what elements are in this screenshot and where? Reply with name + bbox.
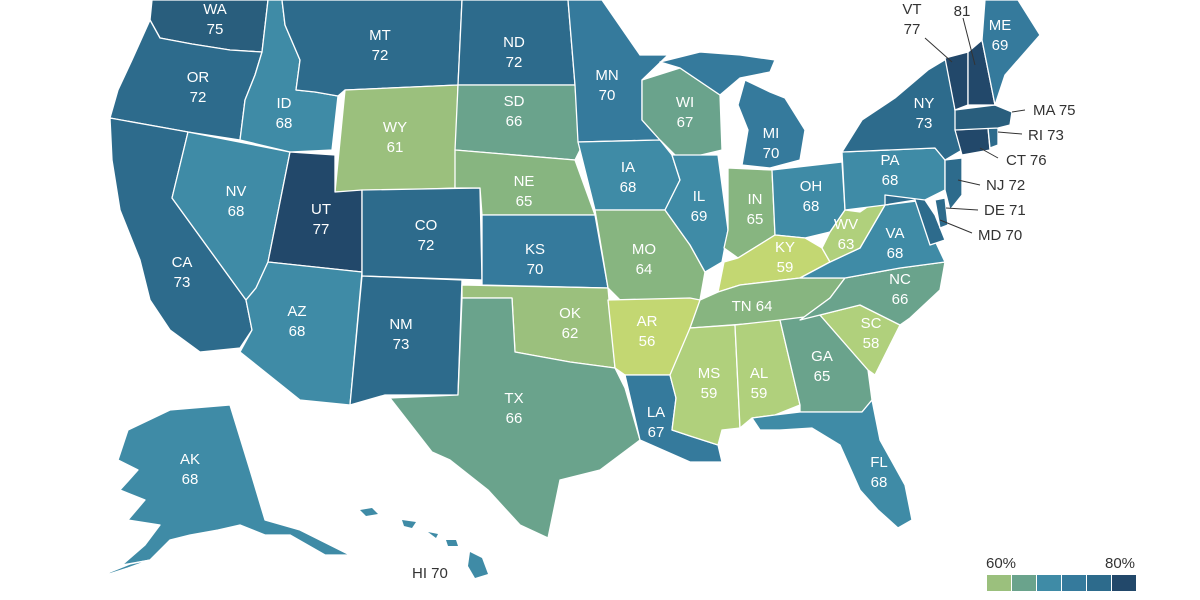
label-tn-abbr: TN (732, 298, 752, 315)
label-ut: UT 77 (311, 201, 331, 238)
label-ct: CT 76 (1006, 152, 1047, 169)
label-ca: CA 73 (172, 254, 193, 291)
label-nm: NM 73 (389, 316, 412, 353)
label-nc: NC 66 (889, 271, 911, 308)
label-la: LA 67 (647, 404, 665, 441)
label-oh: OH 68 (800, 178, 823, 215)
legend-swatches (987, 575, 1136, 591)
label-ga: GA 65 (811, 348, 833, 385)
label-wi: WI 67 (676, 94, 694, 131)
label-sd: SD 66 (504, 93, 525, 130)
label-md: MD 70 (978, 227, 1022, 244)
label-ok: OK 62 (559, 305, 581, 342)
label-tx: TX 66 (504, 390, 523, 427)
label-wv: WV 63 (834, 216, 858, 253)
state-me[interactable] (981, 0, 1041, 106)
state-il[interactable] (664, 154, 729, 273)
label-nd: ND 72 (503, 34, 525, 71)
label-ak: AK 68 (180, 451, 200, 488)
label-tn-value: 64 (756, 298, 773, 315)
legend: 60% 80% (986, 555, 1136, 591)
label-co: CO 72 (415, 217, 438, 254)
label-me: ME 69 (989, 17, 1012, 54)
label-ia: IA 68 (620, 159, 637, 196)
state-sd[interactable] (454, 84, 581, 161)
leader-lines (924, 17, 1026, 234)
outside-labels: VT 77 81 MA 75 RI 73 CT 76 NJ 72 DE 71 MD… (412, 1, 1076, 582)
legend-swatch (1087, 575, 1111, 591)
label-nh: 81 (954, 3, 971, 20)
label-ma: MA 75 (1033, 102, 1076, 119)
label-va: VA 68 (886, 225, 905, 262)
state-ak-aleutian[interactable] (105, 559, 151, 576)
label-sc: SC 58 (861, 315, 882, 352)
state-mi[interactable] (737, 79, 806, 169)
legend-high-label: 80% (1105, 555, 1135, 572)
state-nm[interactable] (349, 275, 463, 406)
label-de: DE 71 (984, 202, 1026, 219)
state-tx[interactable] (389, 297, 641, 539)
label-il: IL 69 (691, 188, 708, 225)
label-mi: MI 70 (763, 125, 780, 162)
state-fl[interactable] (751, 399, 913, 529)
label-al: AL 59 (750, 365, 768, 402)
label-tn: TN 64 (732, 298, 773, 315)
legend-swatch (1062, 575, 1086, 591)
label-wy: WY 61 (383, 119, 407, 156)
label-ky: KY 59 (775, 239, 795, 276)
label-az: AZ 68 (287, 303, 306, 340)
label-fl: FL 68 (870, 454, 888, 491)
state-nj[interactable] (944, 157, 963, 211)
label-wa: WA 75 (203, 1, 227, 38)
legend-swatch (987, 575, 1011, 591)
state-co[interactable] (361, 187, 483, 281)
state-ri[interactable] (987, 127, 999, 149)
legend-swatch (1112, 575, 1136, 591)
label-ar: AR 56 (637, 313, 658, 350)
state-ak[interactable] (117, 404, 351, 566)
label-mo: MO 64 (632, 241, 656, 278)
label-hi: HI 70 (412, 565, 448, 582)
label-nj: NJ 72 (986, 177, 1025, 194)
label-ne: NE 65 (514, 173, 535, 210)
state-mi-upper[interactable] (659, 51, 776, 96)
label-mn: MN 70 (595, 67, 618, 104)
state-hi[interactable] (360, 508, 488, 578)
label-ri: RI 73 (1028, 127, 1064, 144)
state-labels: WA 75 OR 72 CA 73 NV 68 ID 68 MT 72 WY 61 UT 77 … (172, 1, 1012, 491)
state-de[interactable] (934, 197, 949, 229)
label-or: OR 72 (187, 69, 210, 106)
state-ma[interactable] (954, 104, 1013, 131)
label-ks: KS 70 (525, 241, 545, 278)
legend-swatch (1037, 575, 1061, 591)
label-nv: NV 68 (226, 183, 247, 220)
state-md[interactable] (884, 194, 946, 246)
legend-swatch (1012, 575, 1036, 591)
label-ny: NY 73 (914, 95, 935, 132)
label-ms: MS 59 (698, 365, 721, 402)
state-ny[interactable] (841, 57, 963, 161)
label-vt: VT 77 (902, 1, 921, 38)
label-mt: MT 72 (369, 27, 391, 64)
label-pa: PA 68 (881, 152, 900, 189)
label-in: IN 65 (747, 191, 764, 228)
label-id: ID 68 (276, 95, 293, 132)
legend-low-label: 60% (986, 555, 1016, 572)
